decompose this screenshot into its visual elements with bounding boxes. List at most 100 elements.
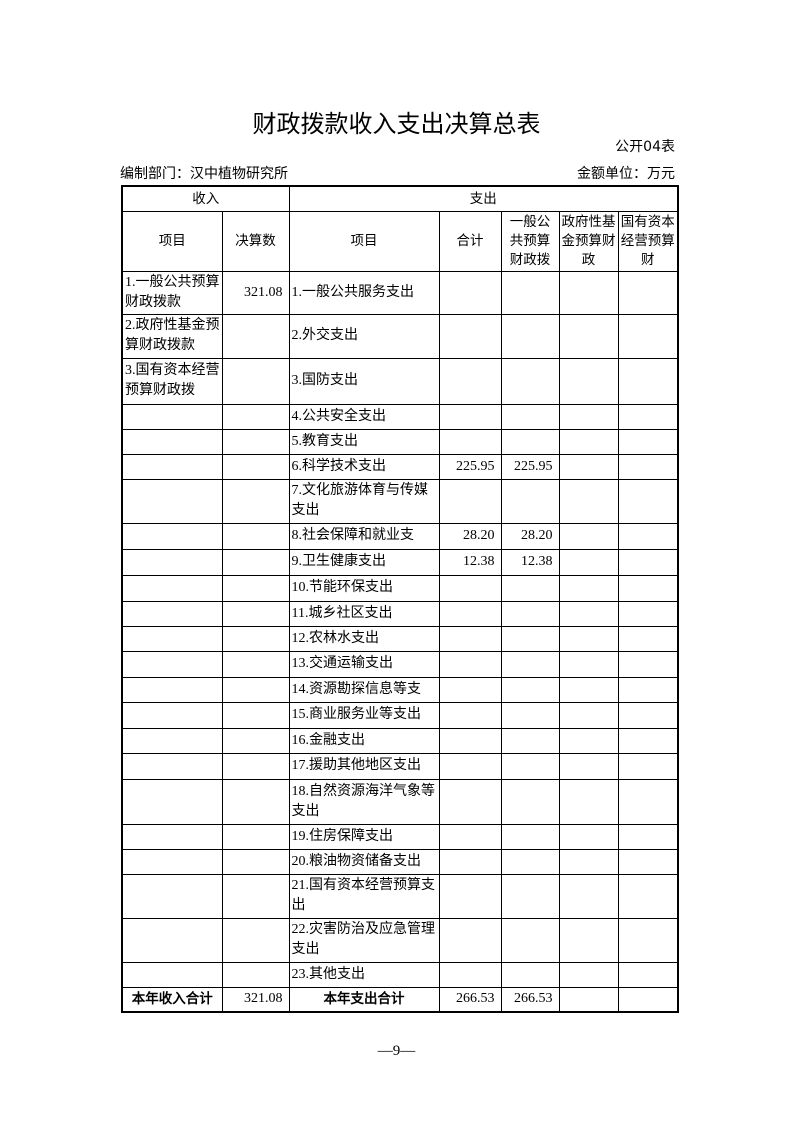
data-row: 22.灾害防治及应急管理支出 xyxy=(121,917,679,963)
amount-cell: 225.95 xyxy=(438,453,502,480)
data-row: 14.资源勘探信息等支 xyxy=(121,676,679,703)
item-cell xyxy=(121,823,223,850)
amount-cell xyxy=(221,961,290,988)
amount-cell xyxy=(558,270,619,315)
item-cell xyxy=(121,778,223,825)
item-cell xyxy=(121,650,223,678)
item-cell: 5.教育支出 xyxy=(288,428,440,455)
amount-cell xyxy=(617,873,679,919)
amount-cell xyxy=(438,625,502,652)
amount-cell xyxy=(438,313,502,359)
amount-cell xyxy=(617,453,679,480)
item-cell: 13.交通运输支出 xyxy=(288,650,440,678)
amount-cell xyxy=(221,917,290,963)
amount-cell xyxy=(617,270,679,315)
data-row: 8.社会保障和就业支 28.20 28.20 xyxy=(121,522,679,550)
item-cell xyxy=(121,873,223,919)
data-row: 17.援助其他地区支出 xyxy=(121,752,679,780)
amount-cell xyxy=(500,600,560,627)
title: 财政拨款收入支出决算总表 xyxy=(252,110,541,138)
amount-cell xyxy=(558,522,619,550)
total-label: 本年收入合计 xyxy=(121,986,223,1013)
item-cell xyxy=(121,727,223,754)
amount-cell xyxy=(438,873,502,919)
item-cell: 23.其他支出 xyxy=(288,961,440,988)
amount-cell xyxy=(438,574,502,602)
amount-cell xyxy=(617,961,679,988)
total-amount: 321.08 xyxy=(221,986,290,1013)
amount-cell xyxy=(500,676,560,703)
amount-cell xyxy=(500,625,560,652)
data-row: 3.国有资本经营预算财政拨 3.国防支出 xyxy=(121,357,679,405)
item-cell: 21.国有资本经营预算支出 xyxy=(288,873,440,919)
amount-cell xyxy=(558,625,619,652)
amount-cell xyxy=(558,453,619,480)
item-cell: 20.粮油物资储备支出 xyxy=(288,848,440,875)
amount-cell xyxy=(500,823,560,850)
amount-cell xyxy=(617,778,679,825)
item-cell: 15.商业服务业等支出 xyxy=(288,701,440,729)
amount-cell xyxy=(558,961,619,988)
amount-cell xyxy=(617,848,679,875)
form-number: 公开04表 xyxy=(615,139,675,155)
amount-cell xyxy=(617,701,679,729)
group-header-row: 收入 支出 xyxy=(121,185,679,212)
amount-cell xyxy=(221,676,290,703)
page-number: —9— xyxy=(377,1043,416,1059)
amount-cell xyxy=(500,873,560,919)
amount-cell xyxy=(438,701,502,729)
amount-cell xyxy=(221,574,290,602)
unit: 金额单位：万元 xyxy=(577,166,675,182)
amount-cell xyxy=(558,873,619,919)
item-cell: 2.政府性基金预算财政拨款 xyxy=(121,313,223,359)
amount-cell xyxy=(558,478,619,524)
amount-cell xyxy=(500,917,560,963)
amount-cell xyxy=(221,313,290,359)
amount-cell xyxy=(221,650,290,678)
amount-cell xyxy=(438,752,502,780)
amount-cell xyxy=(438,403,502,430)
amount-cell xyxy=(500,403,560,430)
amount-cell xyxy=(221,752,290,780)
item-cell: 3.国防支出 xyxy=(288,357,440,405)
amount-cell xyxy=(500,848,560,875)
amount-cell xyxy=(221,522,290,550)
data-row: 20.粮油物资储备支出 xyxy=(121,848,679,875)
amount-cell xyxy=(438,270,502,315)
amount-cell xyxy=(221,701,290,729)
amount-cell xyxy=(221,600,290,627)
item-cell xyxy=(121,625,223,652)
amount-cell xyxy=(558,727,619,754)
item-cell xyxy=(121,961,223,988)
item-cell xyxy=(121,848,223,875)
item-cell xyxy=(121,478,223,524)
item-cell: 6.科学技术支出 xyxy=(288,453,440,480)
data-row: 1.一般公共预算财政拨款 321.08 1.一般公共服务支出 xyxy=(121,270,679,315)
column-header: 合计 xyxy=(438,210,502,272)
column-header: 国有资本经营预算财 xyxy=(617,210,679,272)
item-cell xyxy=(121,574,223,602)
income-header: 收入 xyxy=(121,185,290,212)
amount-cell xyxy=(617,727,679,754)
amount-cell xyxy=(558,848,619,875)
data-row: 19.住房保障支出 xyxy=(121,823,679,850)
amount-cell xyxy=(617,548,679,576)
amount-cell xyxy=(438,600,502,627)
amount-cell xyxy=(617,574,679,602)
item-cell xyxy=(121,403,223,430)
column-header: 项目 xyxy=(121,210,223,272)
data-row: 18.自然资源海洋气象等支出 xyxy=(121,778,679,825)
total-amount: 266.53 xyxy=(500,986,560,1013)
amount-cell xyxy=(221,873,290,919)
amount-cell xyxy=(221,778,290,825)
amount-cell xyxy=(558,574,619,602)
amount-cell xyxy=(617,522,679,550)
amount-cell xyxy=(221,823,290,850)
amount-cell xyxy=(438,650,502,678)
amount-cell xyxy=(221,403,290,430)
amount-cell xyxy=(438,357,502,405)
amount-cell xyxy=(558,428,619,455)
amount-cell xyxy=(617,428,679,455)
amount-cell xyxy=(558,600,619,627)
data-row: 7.文化旅游体育与传媒支出 xyxy=(121,478,679,524)
